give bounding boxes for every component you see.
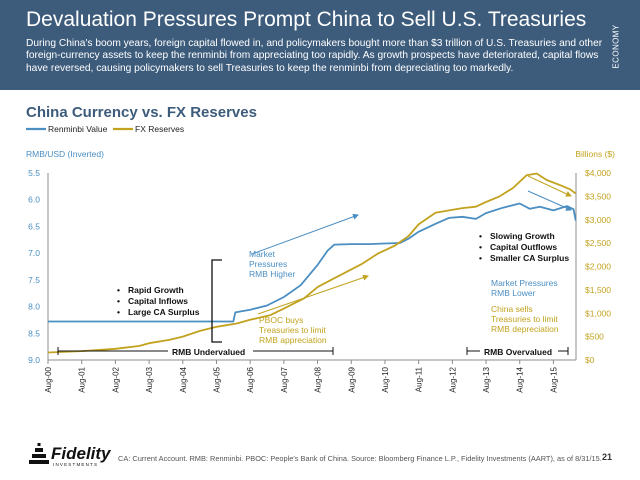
x-tick-label: Aug-00 bbox=[44, 366, 53, 392]
note-china-sells: Treasuries to limit bbox=[491, 314, 558, 324]
note-market-higher: RMB Higher bbox=[249, 269, 295, 279]
bullet-marker: • bbox=[479, 242, 482, 252]
left-tick-label: 9.0 bbox=[28, 355, 40, 365]
bullet-marker: • bbox=[117, 307, 120, 317]
arrow-china-sells bbox=[527, 175, 572, 197]
header-banner: Devaluation Pressures Prompt China to Se… bbox=[0, 0, 640, 90]
bullet-marker: • bbox=[117, 296, 120, 306]
right-tick-label: $1,000 bbox=[585, 308, 611, 318]
x-tick-label: Aug-09 bbox=[347, 366, 356, 392]
right-tick-label: $3,500 bbox=[585, 191, 611, 201]
right-tick-label: $2,000 bbox=[585, 262, 611, 272]
bullet-slowdown: Smaller CA Surplus bbox=[490, 253, 569, 263]
note-pboc-buys: PBOC buys bbox=[259, 315, 303, 325]
bracket-boom-years bbox=[211, 259, 222, 343]
left-tick-label: 6.5 bbox=[28, 221, 40, 231]
left-tick-label: 7.5 bbox=[28, 275, 40, 285]
legend-label-fx-reserves: FX Reserves bbox=[135, 124, 184, 134]
bullet-marker: • bbox=[479, 253, 482, 263]
x-tick-label: Aug-01 bbox=[78, 366, 87, 392]
note-market-higher: Pressures bbox=[249, 259, 287, 269]
x-tick-label: Aug-06 bbox=[246, 366, 255, 392]
footnote: CA: Current Account. RMB: Renminbi. PBOC… bbox=[118, 454, 602, 463]
right-tick-label: $1,500 bbox=[585, 285, 611, 295]
left-tick-label: 5.5 bbox=[28, 168, 40, 178]
note-market-higher: Market bbox=[249, 249, 276, 259]
logo-wordmark: Fidelity bbox=[51, 444, 112, 463]
bullet-boom: Rapid Growth bbox=[128, 285, 184, 295]
note-china-sells: China sells bbox=[491, 304, 533, 314]
x-tick-label: Aug-03 bbox=[145, 366, 154, 392]
note-china-sells: RMB depreciation bbox=[491, 324, 559, 334]
overvalued-label: RMB Overvalued bbox=[484, 347, 552, 357]
page-subtitle: During China's boom years, foreign capit… bbox=[26, 38, 603, 74]
right-tick-label: $3,000 bbox=[585, 215, 611, 225]
bullet-boom: Capital Inflows bbox=[128, 296, 188, 306]
bullet-slowdown: Capital Outflows bbox=[490, 242, 557, 252]
bullet-marker: • bbox=[479, 231, 482, 241]
pyramid-logo-icon bbox=[29, 443, 49, 464]
x-tick-label: Aug-14 bbox=[516, 366, 525, 392]
undervalued-label: RMB Undervalued bbox=[172, 347, 245, 357]
note-pboc-buys: RMB appreciation bbox=[259, 335, 327, 345]
left-axis-title: RMB/USD (Inverted) bbox=[26, 149, 104, 159]
arrow-rmb-lower bbox=[527, 190, 572, 211]
x-tick-label: Aug-11 bbox=[415, 366, 424, 392]
right-tick-label: $4,000 bbox=[585, 168, 611, 178]
left-tick-label: 6.0 bbox=[28, 195, 40, 205]
note-market-lower: Market Pressures bbox=[491, 278, 558, 288]
note-pboc-buys: Treasuries to limit bbox=[259, 325, 326, 335]
bullet-marker: • bbox=[117, 285, 120, 295]
x-tick-label: Aug-12 bbox=[448, 366, 457, 392]
legend-label-renminbi: Renminbi Value bbox=[48, 124, 108, 134]
arrow-rmb-higher bbox=[251, 213, 359, 255]
x-tick-label: Aug-08 bbox=[314, 366, 323, 392]
right-tick-label: $2,500 bbox=[585, 238, 611, 248]
left-tick-label: 7.0 bbox=[28, 248, 40, 258]
page-number: 21 bbox=[602, 452, 613, 462]
x-tick-label: Aug-02 bbox=[111, 366, 120, 392]
arrow-pboc-buys bbox=[257, 274, 369, 315]
fidelity-logo: Fidelity INVESTMENTS bbox=[29, 443, 112, 467]
x-tick-label: Aug-07 bbox=[280, 366, 289, 392]
right-tick-label: $500 bbox=[585, 332, 604, 342]
bullet-slowdown: Slowing Growth bbox=[490, 231, 555, 241]
fx-reserves-line bbox=[47, 172, 577, 354]
left-tick-label: 8.5 bbox=[28, 328, 40, 338]
x-tick-label: Aug-15 bbox=[549, 366, 558, 392]
logo-subtext: INVESTMENTS bbox=[53, 462, 98, 467]
right-tick-label: $0 bbox=[585, 355, 595, 365]
right-axis-title: Billions ($) bbox=[575, 149, 615, 159]
note-market-lower: RMB Lower bbox=[491, 288, 536, 298]
x-tick-label: Aug-10 bbox=[381, 366, 390, 392]
x-tick-label: Aug-05 bbox=[212, 366, 221, 392]
left-tick-label: 8.0 bbox=[28, 302, 40, 312]
chart-title: China Currency vs. FX Reserves bbox=[26, 104, 257, 121]
renminbi-value-line bbox=[48, 202, 577, 323]
x-tick-label: Aug-13 bbox=[482, 366, 491, 392]
page-title: Devaluation Pressures Prompt China to Se… bbox=[26, 8, 587, 31]
bullet-boom: Large CA Surplus bbox=[128, 307, 200, 317]
x-tick-label: Aug-04 bbox=[179, 366, 188, 392]
